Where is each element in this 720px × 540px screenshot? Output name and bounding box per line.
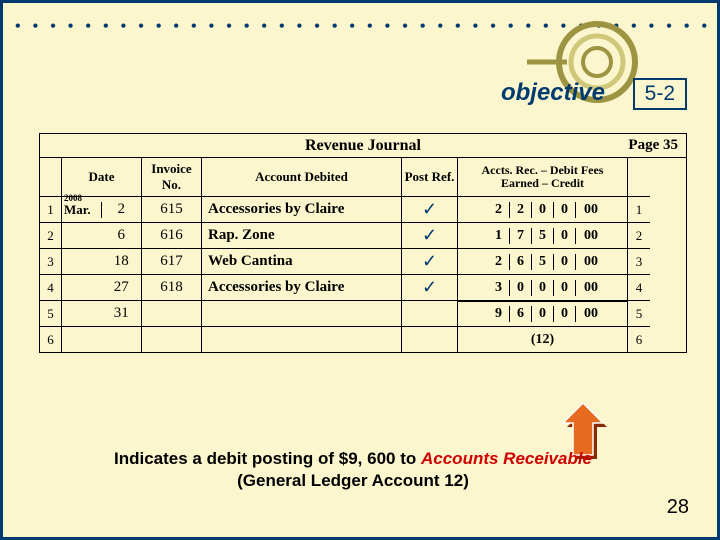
invoice-cell: 617: [142, 248, 202, 274]
row-num-right: 3: [628, 248, 650, 274]
amount-digit: 7: [510, 228, 532, 244]
amount-digit: 0: [554, 228, 576, 244]
amount-digit: 0: [532, 202, 554, 218]
table-row: 4 27 618 Accessories by Claire ✓ 300000 …: [40, 274, 686, 300]
row-num-left: 3: [40, 248, 62, 274]
amount-digit: 0: [532, 280, 554, 296]
amount-digit: 2: [510, 202, 532, 218]
postref-cell: ✓: [402, 222, 458, 248]
account-cell: Rap. Zone: [202, 222, 402, 248]
amount-digit: 2: [488, 254, 510, 270]
account-cell: [202, 326, 402, 352]
postref-cell: ✓: [402, 196, 458, 222]
account-cell: Accessories by Claire: [202, 274, 402, 300]
amount-cell: 960000: [458, 300, 628, 326]
header-invoice: Invoice No.: [142, 158, 202, 196]
amount-digit: 3: [488, 280, 510, 296]
row-num-right: 2: [628, 222, 650, 248]
explain-pre: Indicates a debit posting of $9, 600 to: [114, 449, 421, 468]
row-num-left: 1: [40, 196, 62, 222]
header-amount: Accts. Rec. – Debit Fees Earned – Credit: [458, 158, 628, 196]
amount-digit: 00: [576, 280, 606, 296]
account-cell: Accessories by Claire: [202, 196, 402, 222]
row-num-left: 6: [40, 326, 62, 352]
amount-digit: 0: [554, 254, 576, 270]
invoice-cell: [142, 326, 202, 352]
amount-digit: 5: [532, 228, 554, 244]
amount-digit: 00: [576, 202, 606, 218]
row-num-right: 5: [628, 300, 650, 326]
amount-digit: 0: [554, 306, 576, 322]
account-cell: Web Cantina: [202, 248, 402, 274]
explain-em: Accounts Receivable: [421, 449, 592, 468]
invoice-cell: 618: [142, 274, 202, 300]
header-postref: Post Ref.: [402, 158, 458, 196]
journal-page: Page 35: [628, 137, 678, 154]
postref-cell: ✓: [402, 274, 458, 300]
invoice-cell: 615: [142, 196, 202, 222]
section-number: 5-2: [633, 78, 687, 110]
slide-number: 28: [667, 496, 689, 519]
journal-title: Revenue Journal: [305, 137, 421, 155]
account-cell: [202, 300, 402, 326]
day-cell: 2: [102, 201, 141, 218]
revenue-journal-table: Revenue Journal Page 35 Date Invoice No.…: [39, 133, 687, 353]
row-num-left: 4: [40, 274, 62, 300]
amount-digit: 2: [488, 202, 510, 218]
amount-digit: 0: [554, 280, 576, 296]
row-num-right: 1: [628, 196, 650, 222]
invoice-cell: 616: [142, 222, 202, 248]
postref-cell: ✓: [402, 248, 458, 274]
amount-digit: 00: [576, 306, 606, 322]
explain-post: (General Ledger Account 12): [237, 471, 469, 490]
postref-cell: [402, 300, 458, 326]
amount-digit: 0: [510, 280, 532, 296]
table-row: 2 6 616 Rap. Zone ✓ 175000 2: [40, 222, 686, 248]
table-row: 3 18 617 Web Cantina ✓ 265000 3: [40, 248, 686, 274]
day-cell: 18: [102, 253, 141, 270]
amount-digit: 00: [576, 228, 606, 244]
amount-digit: 6: [510, 306, 532, 322]
day-cell: 6: [102, 227, 141, 244]
ledger-ref: (12): [458, 332, 627, 348]
postref-cell: [402, 326, 458, 352]
amount-cell: (12): [458, 326, 628, 352]
header-date: Date: [62, 158, 142, 196]
day-cell: 27: [102, 279, 141, 296]
table-row: 6 (12) 6: [40, 326, 686, 352]
amount-cell: 300000: [458, 274, 628, 300]
amount-digit: 6: [510, 254, 532, 270]
row-num-right: 4: [628, 274, 650, 300]
amount-digit: 00: [576, 254, 606, 270]
row-num-left: 5: [40, 300, 62, 326]
logo-text: objective: [501, 79, 605, 107]
journal-header-row: Date Invoice No. Account Debited Post Re…: [40, 158, 686, 196]
amount-digit: 0: [554, 202, 576, 218]
row-num-left: 2: [40, 222, 62, 248]
table-row: 5 31 960000 5: [40, 300, 686, 326]
year-cell: 2008Mar.: [62, 202, 102, 218]
amount-digit: 5: [532, 254, 554, 270]
day-cell: 31: [102, 305, 141, 322]
amount-digit: 0: [532, 306, 554, 322]
explanation-text: Indicates a debit posting of $9, 600 to …: [93, 448, 613, 492]
invoice-cell: [142, 300, 202, 326]
amount-digit: 9: [488, 306, 510, 322]
amount-cell: 265000: [458, 248, 628, 274]
table-row: 1 2008Mar.2 615 Accessories by Claire ✓ …: [40, 196, 686, 222]
amount-digit: 1: [488, 228, 510, 244]
amount-cell: 175000: [458, 222, 628, 248]
row-num-right: 6: [628, 326, 650, 352]
amount-cell: 220000: [458, 196, 628, 222]
header-account: Account Debited: [202, 158, 402, 196]
